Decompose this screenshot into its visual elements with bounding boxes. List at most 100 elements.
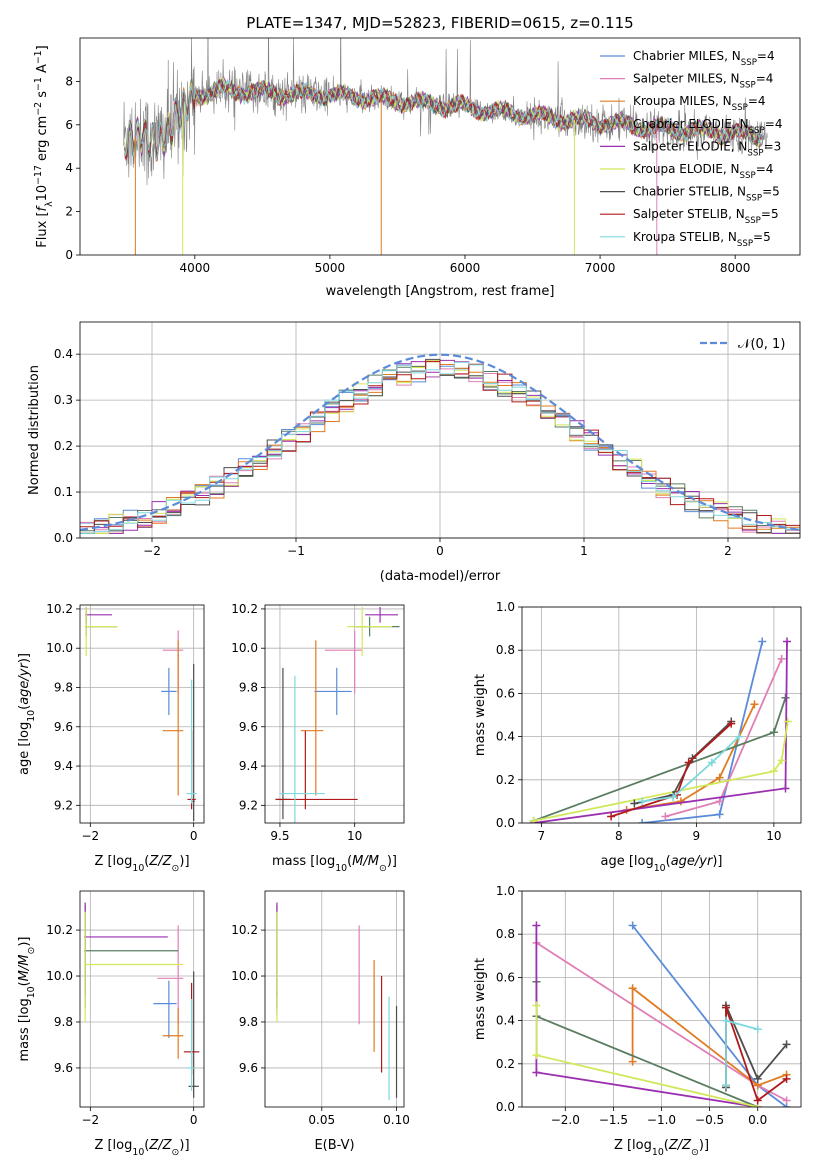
mass_weight_vs_Z-xlabel: Z [log10(Z/Z⊙)] <box>614 1138 709 1158</box>
mass_vs_Z-xtick-label: 0 <box>190 1113 198 1127</box>
age_vs_Z-ytick-label: 9.6 <box>54 720 73 734</box>
mass-weight-marker <box>727 719 736 728</box>
mass-weight-marker <box>628 1057 637 1066</box>
residuals-frame <box>79 321 801 539</box>
spectrum-model-line <box>124 79 763 162</box>
mass-weight-marker <box>532 1001 541 1010</box>
mass_vs_Z-plot-area <box>84 902 200 1098</box>
spectrum-axes: 4000 5000 6000 7000 8000 0 2 4 6 8 wavelength [Ang… <box>33 37 801 299</box>
age_vs_mass-frame <box>264 604 405 824</box>
mass_vs_EBV-frame <box>264 890 405 1108</box>
mass_weight_vs_Z-xtick-label: −1.5 <box>599 1113 628 1127</box>
mass_weight_vs_age-ytick-label: 1.0 <box>496 600 515 614</box>
residual-histogram-step <box>80 361 800 534</box>
age_vs_Z-ytick-label: 10.2 <box>46 602 73 616</box>
mass_weight_vs_Z-plot-area <box>532 921 791 1107</box>
mass_vs_EBV-xtick-label: 0.10 <box>383 1113 410 1127</box>
residuals-plot-area <box>80 353 800 534</box>
spectrum-plot-area <box>122 38 768 255</box>
age_vs_Z-ytick-label: 9.2 <box>54 798 73 812</box>
spectrum-ytick-label: 2 <box>65 205 73 219</box>
mass-weight-marker <box>769 728 778 737</box>
legend-label: Salpeter MILES, NSSP=4 <box>633 72 773 91</box>
spectrum-xlabel: wavelength [Angstrom, rest frame] <box>326 284 555 299</box>
mass-weight-marker <box>750 700 759 709</box>
mass_vs_EBV-xlabel: E(B-V) <box>314 1138 354 1153</box>
mass-weight-marker <box>607 812 616 821</box>
mass_vs_EBV-ytick-label: 10.0 <box>231 969 258 983</box>
age_vs_Z-plot-area <box>85 606 197 822</box>
mass_vs_Z-ytick-label: 10.2 <box>46 923 73 937</box>
mass-weight-marker <box>715 797 724 806</box>
mass-weight-line <box>626 703 756 811</box>
mass_weight_vs_age-xtick-label: 7 <box>538 829 546 843</box>
mass_weight_vs_age-xtick-label: 10 <box>766 829 781 843</box>
mass_weight_vs_age-ylabel: mass weight <box>473 674 488 756</box>
age_vs_Z-xlabel: Z [log10(Z/Z⊙)] <box>94 854 189 874</box>
legend-label: Kroupa ELODIE, NSSP=4 <box>633 162 773 181</box>
mass_weight_vs_age-ytick-label: 0.8 <box>496 643 515 657</box>
spectrum-xtick-label: 6000 <box>450 261 481 275</box>
mass-weight-marker <box>783 717 792 726</box>
mass_weight_vs_age-axes: 7 8 9 10 0.0 0.2 0.4 0.6 0.8 1.0 age [log10(age/yr… <box>473 600 802 874</box>
age_vs_Z-axes: −2 0 9.2 9.4 9.6 9.8 10.0 10.2 Z [log10(Z/Z⊙)] ag… <box>17 602 205 874</box>
age_vs_Z-ytick-label: 9.4 <box>54 759 73 773</box>
residuals-xtick-label: 1 <box>580 544 588 558</box>
mass_weight_vs_Z-xtick-label: −1.0 <box>647 1113 676 1127</box>
age_vs_mass-plot-area <box>275 606 400 823</box>
mass-weight-marker <box>782 1040 791 1049</box>
age_vs_Z-ytick-label: 10.0 <box>46 641 73 655</box>
mass_weight_vs_age-xtick-label: 8 <box>615 829 623 843</box>
mass-weight-marker <box>777 654 786 663</box>
age_vs_mass-ytick-label: 10.2 <box>231 602 258 616</box>
mass_vs_EBV-plot-area <box>276 902 398 1101</box>
figure-title: PLATE=1347, MJD=52823, FIBERID=0615, z=0… <box>246 14 633 32</box>
mass_vs_Z-axes: −2 0 9.6 9.8 10.0 10.2 Z [log10(Z/Z⊙)] mass [lo… <box>17 890 205 1158</box>
mass_vs_EBV-ytick-label: 9.8 <box>239 1015 258 1029</box>
legend-label: Kroupa MILES, NSSP=4 <box>633 94 766 113</box>
mass_weight_vs_age-ytick-label: 0.6 <box>496 686 515 700</box>
spectrum-ytick-label: 8 <box>65 74 73 88</box>
residuals-xtick-label: 2 <box>724 544 732 558</box>
age_vs_Z-frame <box>79 604 205 824</box>
spectrum-frame <box>79 37 801 256</box>
age_vs_mass-ytick-label: 9.6 <box>239 720 258 734</box>
mass-weight-marker <box>721 1016 730 1025</box>
spectrum-ytick-label: 6 <box>65 118 73 132</box>
mass_weight_vs_age-plot-area <box>529 637 792 823</box>
mass-weight-marker <box>781 784 790 793</box>
mass_weight_vs_Z-frame <box>521 890 802 1108</box>
age_vs_Z-ylabel: age [log10(age/yr)] <box>17 653 37 775</box>
mass_weight_vs_age-ytick-label: 0.2 <box>496 773 515 787</box>
residual-xlabel: (data-model)/error <box>380 569 501 584</box>
mass_weight_vs_Z-xtick-label: 0.0 <box>748 1113 767 1127</box>
legend-label: Salpeter ELODIE, NSSP=3 <box>633 139 781 158</box>
mass-weight-marker <box>715 773 724 782</box>
mass-weight-marker <box>758 637 767 646</box>
mass_weight_vs_Z-ytick-label: 1.0 <box>496 884 515 898</box>
mass_vs_Z-ytick-label: 10.0 <box>46 969 73 983</box>
residual-ylabel: Normed distribution <box>27 365 42 495</box>
mass-weight-line <box>642 641 764 823</box>
mass-weight-marker <box>628 984 637 993</box>
mass_vs_Z-xlabel: Z [log10(Z/Z⊙)] <box>94 1138 189 1158</box>
mass-weight-marker <box>753 1074 762 1083</box>
mass-weight-marker <box>638 797 647 806</box>
mass_vs_EBV-xtick-label: 0.05 <box>308 1113 335 1127</box>
mass-weight-marker <box>782 1096 791 1105</box>
spectrum-xtick-label: 4000 <box>180 261 211 275</box>
mass-weight-marker <box>638 819 647 823</box>
age_vs_mass-ytick-label: 9.8 <box>239 680 258 694</box>
age_vs_mass-axes: 9.5 10 9.2 9.4 9.6 9.8 10.0 10.2 mass [log10(M/M… <box>231 602 405 874</box>
mass_vs_EBV-ytick-label: 10.2 <box>231 923 258 937</box>
mass-weight-marker <box>715 810 724 819</box>
mass_weight_vs_Z-ytick-label: 0.6 <box>496 970 515 984</box>
mass_weight_vs_age-xtick-label: 9 <box>693 829 701 843</box>
mass_vs_Z-frame <box>79 890 205 1108</box>
mass_vs_Z-ylabel: mass [log10(M/M⊙)] <box>17 937 37 1062</box>
residuals-ytick-label: 0.3 <box>54 393 73 407</box>
mass_vs_EBV-axes: 0.05 0.10 9.6 9.8 10.0 10.2 E(B-V) <box>231 890 410 1153</box>
mass_vs_EBV-ytick-label: 9.6 <box>239 1061 258 1075</box>
mass_weight_vs_Z-xtick-label: −2.0 <box>551 1113 580 1127</box>
normal-distribution-curve <box>80 353 800 531</box>
